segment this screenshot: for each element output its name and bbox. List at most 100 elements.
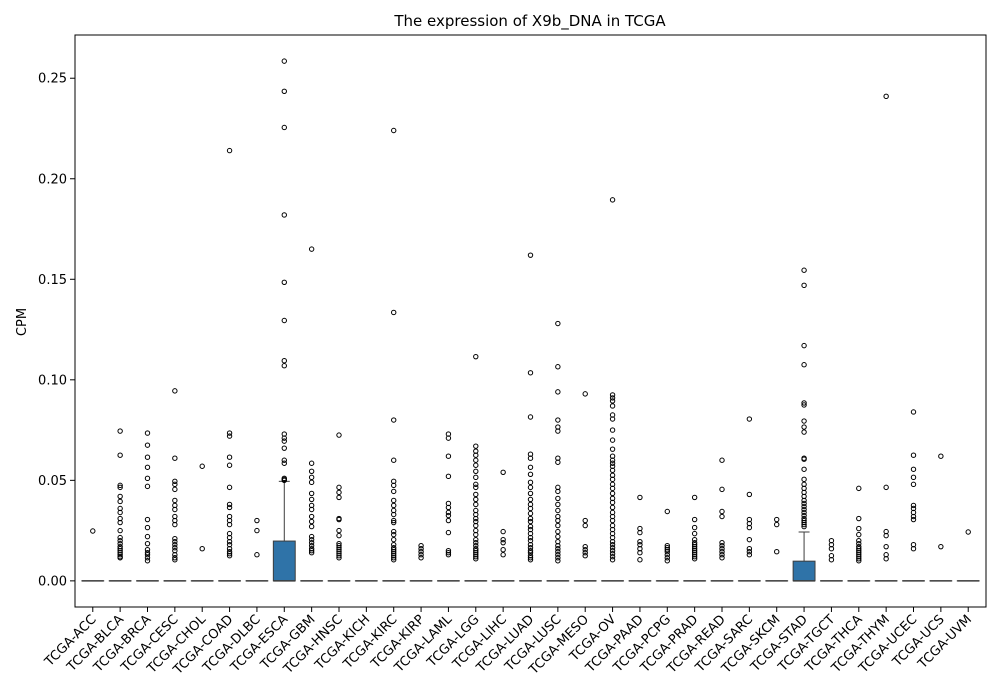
outlier-point bbox=[473, 474, 479, 481]
outlier-point bbox=[856, 531, 862, 538]
outlier-point bbox=[336, 494, 342, 501]
outlier-point bbox=[226, 430, 233, 436]
outlier-point bbox=[609, 197, 616, 203]
outlier-point bbox=[144, 516, 151, 523]
y-tick-label: 0.15 bbox=[38, 273, 67, 288]
y-tick-label: 0.10 bbox=[38, 373, 67, 388]
outlier-point bbox=[144, 475, 151, 482]
outlier-point bbox=[555, 517, 561, 524]
outlier-point bbox=[308, 506, 315, 513]
outlier-point bbox=[609, 392, 616, 398]
outlier-point bbox=[308, 246, 315, 252]
outlier-point bbox=[527, 370, 534, 376]
outlier-point bbox=[527, 496, 534, 503]
outlier-point bbox=[473, 491, 479, 498]
outlier-point bbox=[391, 519, 397, 526]
outlier-point bbox=[609, 557, 616, 563]
outlier-point bbox=[527, 534, 534, 541]
outlier-point bbox=[117, 484, 123, 491]
outlier-point bbox=[910, 545, 917, 552]
outlier-point bbox=[144, 430, 151, 436]
outlier-point bbox=[801, 400, 807, 406]
outlier-point bbox=[527, 541, 534, 548]
outlier-point bbox=[391, 517, 397, 524]
outlier-point bbox=[719, 486, 725, 493]
outlier-point bbox=[117, 452, 123, 458]
outlier-point bbox=[555, 320, 561, 327]
outlier-point bbox=[308, 468, 315, 474]
outlier-point bbox=[828, 545, 835, 552]
outlier-point bbox=[555, 552, 561, 558]
outlier-point bbox=[856, 515, 862, 522]
outlier-point bbox=[308, 460, 315, 466]
outlier-point bbox=[144, 454, 151, 460]
outlier-point bbox=[746, 491, 753, 498]
outlier-point bbox=[609, 548, 616, 554]
outlier-point bbox=[391, 488, 397, 495]
outlier-point bbox=[308, 539, 315, 546]
outlier-point bbox=[308, 490, 315, 497]
outlier-point bbox=[418, 545, 424, 552]
outlier-point bbox=[336, 527, 342, 534]
outlier-point bbox=[473, 501, 479, 508]
outlier-point bbox=[336, 489, 342, 496]
outlier-point bbox=[856, 558, 862, 564]
outlier-point bbox=[774, 521, 780, 528]
outlier-point bbox=[555, 495, 561, 502]
outlier-point bbox=[144, 483, 151, 490]
outlier-point bbox=[746, 536, 753, 543]
plot-area: 0.000.050.100.150.200.25TCGA-ACCTCGA-BLC… bbox=[38, 34, 987, 678]
outlier-point bbox=[527, 479, 534, 486]
outlier-point bbox=[117, 540, 123, 547]
outlier-point bbox=[226, 462, 233, 468]
outlier-point bbox=[582, 391, 588, 397]
outlier-point bbox=[555, 417, 561, 423]
outlier-point bbox=[527, 455, 534, 461]
outlier-point bbox=[144, 540, 151, 547]
outlier-point bbox=[609, 446, 616, 452]
outlier-point bbox=[910, 466, 917, 472]
outlier-point bbox=[117, 537, 123, 544]
outlier-point bbox=[719, 555, 725, 561]
outlier-point bbox=[418, 549, 424, 555]
outlier-point bbox=[555, 558, 561, 564]
outlier-point bbox=[555, 459, 561, 465]
outlier-point bbox=[391, 127, 397, 134]
outlier-point bbox=[555, 364, 561, 370]
outlier-point bbox=[883, 543, 889, 550]
outlier-point bbox=[308, 513, 315, 520]
outlier-point bbox=[418, 552, 424, 558]
outlier-point bbox=[473, 353, 479, 360]
outlier-point bbox=[527, 252, 534, 258]
outlier-point bbox=[281, 477, 287, 484]
outlier-point bbox=[473, 484, 479, 491]
outlier-point bbox=[609, 398, 616, 404]
outlier-point bbox=[910, 516, 917, 523]
outlier-point bbox=[801, 282, 807, 289]
outlier-point bbox=[664, 549, 670, 555]
outlier-point bbox=[308, 479, 315, 486]
outlier-point bbox=[691, 554, 698, 560]
outlier-point bbox=[609, 551, 616, 557]
outlier-point bbox=[609, 416, 616, 422]
outlier-point bbox=[555, 542, 561, 549]
outlier-point bbox=[609, 538, 616, 545]
outlier-point bbox=[473, 531, 479, 538]
y-axis-label: CPM bbox=[15, 308, 30, 336]
y-tick-label: 0.00 bbox=[38, 574, 67, 589]
outlier-point bbox=[473, 542, 479, 549]
outlier-point bbox=[391, 511, 397, 518]
outlier-point bbox=[856, 556, 862, 562]
outlier-point bbox=[719, 508, 725, 515]
outlier-point bbox=[691, 556, 698, 562]
outlier-point bbox=[391, 531, 397, 538]
outlier-point bbox=[308, 550, 315, 556]
outlier-point bbox=[226, 147, 233, 154]
outlier-point bbox=[664, 555, 670, 561]
outlier-point bbox=[281, 363, 287, 369]
outlier-point bbox=[691, 494, 698, 501]
outlier-point bbox=[144, 524, 151, 531]
outlier-point bbox=[117, 428, 123, 434]
outlier-point bbox=[117, 482, 123, 489]
outlier-point bbox=[445, 529, 452, 536]
